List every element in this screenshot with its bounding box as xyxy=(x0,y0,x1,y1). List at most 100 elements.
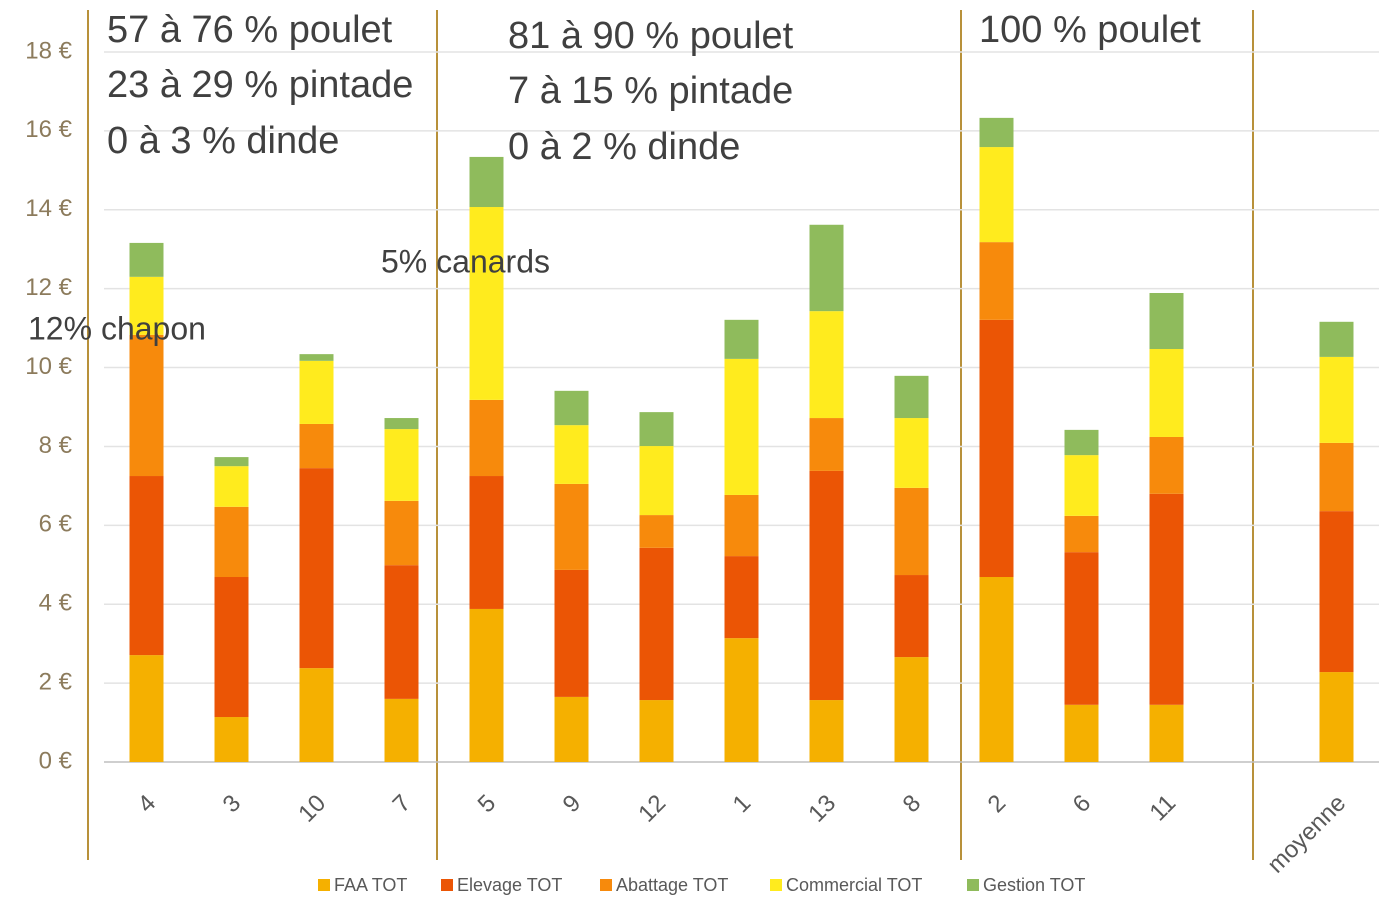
bar-segment xyxy=(299,468,334,669)
legend-label: Elevage TOT xyxy=(457,875,562,895)
bar-segment xyxy=(299,360,334,424)
bar-segment xyxy=(554,390,589,426)
bar-segment xyxy=(1319,442,1354,512)
bar-segment xyxy=(724,319,759,359)
y-tick-label: 8 € xyxy=(39,432,73,459)
bar-segment xyxy=(639,700,674,762)
x-tick-label: 13 xyxy=(803,790,841,828)
bar-segment xyxy=(979,117,1014,148)
bar-segment xyxy=(384,418,419,430)
bar-segment xyxy=(129,276,164,335)
bar-segment xyxy=(299,354,334,361)
bar-segment xyxy=(299,423,334,469)
bar-segment xyxy=(1149,493,1184,705)
bar-segment xyxy=(384,565,419,699)
bar-segment xyxy=(1319,321,1354,357)
bar-segment xyxy=(724,638,759,762)
bar-segment xyxy=(1149,704,1184,762)
annotation: 57 à 76 % poulet xyxy=(107,9,393,51)
bar-segment xyxy=(1319,356,1354,443)
bar-segment xyxy=(894,657,929,762)
bar-segment xyxy=(639,446,674,516)
bar-segment xyxy=(1149,436,1184,494)
bar-segment xyxy=(639,515,674,548)
bar-segment xyxy=(1149,349,1184,437)
annotation: 0 à 2 % dinde xyxy=(508,126,740,168)
y-tick-label: 6 € xyxy=(39,511,73,538)
legend-label: Gestion TOT xyxy=(983,875,1085,895)
bar-segment xyxy=(1064,704,1099,762)
bar-segment xyxy=(384,698,419,762)
bar-segment xyxy=(1064,429,1099,456)
legend-label: Commercial TOT xyxy=(786,875,922,895)
bar-segment xyxy=(214,506,249,578)
bar-segment xyxy=(214,466,249,507)
bar-segment xyxy=(979,577,1014,762)
bar-segment xyxy=(1064,455,1099,516)
x-tick-label: moyenne xyxy=(1262,790,1351,879)
bar-segment xyxy=(554,569,589,697)
y-tick-label: 12 € xyxy=(25,274,72,301)
bar-segment xyxy=(979,242,1014,320)
x-tick-label: 1 xyxy=(728,790,757,819)
bar-segment xyxy=(299,668,334,762)
bar-segment xyxy=(469,399,504,477)
bar-segment xyxy=(894,375,929,419)
bar-segment xyxy=(214,577,249,718)
legend-swatch xyxy=(967,879,979,891)
bar-segment xyxy=(1319,511,1354,673)
y-tick-label: 10 € xyxy=(25,353,72,380)
bar-segment xyxy=(724,556,759,639)
x-tick-label: 12 xyxy=(633,790,671,828)
legend-swatch xyxy=(318,879,330,891)
bar-segment xyxy=(554,696,589,762)
y-tick-label: 16 € xyxy=(25,116,72,143)
bar-segment xyxy=(809,700,844,762)
x-tick-label: 10 xyxy=(293,790,331,828)
bar-segment xyxy=(639,547,674,701)
x-tick-label: 5 xyxy=(473,790,502,819)
bar-segment xyxy=(129,655,164,762)
bar-segment xyxy=(724,494,759,557)
bar-segment xyxy=(809,470,844,701)
bar-segment xyxy=(214,717,249,762)
bar-segment xyxy=(724,358,759,495)
bar-segment xyxy=(894,418,929,488)
annotation: 81 à 90 % poulet xyxy=(508,15,794,57)
annotation: 100 % poulet xyxy=(979,9,1201,51)
bar-segment xyxy=(469,476,504,609)
annotation: 0 à 3 % dinde xyxy=(107,120,339,162)
x-tick-label: 7 xyxy=(388,790,417,819)
bar-segment xyxy=(1149,293,1184,350)
legend-swatch xyxy=(441,879,453,891)
annotation: 5% canards xyxy=(381,243,550,279)
bar-segment xyxy=(384,500,419,566)
y-tick-label: 14 € xyxy=(25,195,72,222)
bar-segment xyxy=(1064,515,1099,553)
bar-segment xyxy=(639,412,674,447)
bar-segment xyxy=(1064,552,1099,705)
x-tick-label: 11 xyxy=(1145,790,1182,827)
bar-segment xyxy=(809,224,844,312)
bar-segment xyxy=(809,311,844,419)
bar-segment xyxy=(129,242,164,277)
bar-segment xyxy=(129,334,164,477)
x-tick-label: 9 xyxy=(558,790,587,819)
bar-segment xyxy=(979,147,1014,243)
y-tick-label: 2 € xyxy=(39,668,73,695)
x-tick-label: 6 xyxy=(1068,790,1097,819)
bar-segment xyxy=(554,425,589,484)
bar-segment xyxy=(469,156,504,208)
bar-segment xyxy=(214,457,249,467)
legend-swatch xyxy=(770,879,782,891)
bar-segment xyxy=(554,483,589,570)
annotation: 23 à 29 % pintade xyxy=(107,64,413,106)
bar-segment xyxy=(384,429,419,501)
bar-segment xyxy=(809,418,844,471)
x-tick-label: 4 xyxy=(133,790,162,819)
x-tick-label: 3 xyxy=(218,790,247,819)
legend-label: Abattage TOT xyxy=(616,875,728,895)
bar-segment xyxy=(469,608,504,762)
annotation: 12% chapon xyxy=(28,310,206,346)
